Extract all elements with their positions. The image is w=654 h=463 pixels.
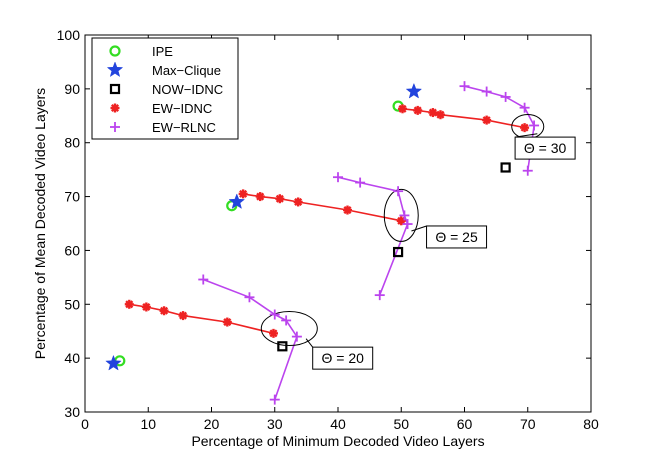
legend-label: EW−RLNC xyxy=(152,120,216,135)
x-tick-label: 80 xyxy=(583,416,599,432)
annotation-connector xyxy=(515,133,538,138)
annotations: Θ = 20 Θ = 25 Θ = 30 xyxy=(260,114,576,370)
ew-idnc-point xyxy=(520,123,530,133)
ew-rlnc-point xyxy=(500,91,511,102)
ew-rlnc-point xyxy=(269,394,280,405)
axis-ticks: 0 10 20 30 40 50 60 70 80 30 40 50 60 70 80 90 100 xyxy=(57,27,599,432)
legend-label: NOW−IDNC xyxy=(152,82,223,97)
ew-rlnc-point xyxy=(374,290,385,301)
now-idnc-point xyxy=(500,162,511,173)
max-clique-point xyxy=(228,193,246,209)
annotation-connector xyxy=(411,225,427,232)
ew-idnc-point xyxy=(238,189,248,199)
y-axis-label: Percentage of Mean Decoded Video Layers xyxy=(32,88,48,359)
ew-idnc-point xyxy=(275,194,285,204)
ew-rlnc-point xyxy=(333,172,343,183)
max-clique-legend-marker xyxy=(106,61,124,78)
ipe-legend-marker xyxy=(109,45,121,57)
max-clique-point xyxy=(105,354,122,371)
ew-rlnc-point xyxy=(459,81,470,92)
ew-idnc-legend-marker xyxy=(110,103,120,113)
ew-rlnc-point xyxy=(244,292,255,303)
ew-idnc-point xyxy=(428,108,438,118)
ew-idnc-point xyxy=(124,299,134,309)
ew-idnc-point xyxy=(222,317,232,327)
y-tick-label: 40 xyxy=(64,350,80,366)
x-axis-label: Percentage of Minimum Decoded Video Laye… xyxy=(191,433,484,449)
y-tick-label: 90 xyxy=(64,81,80,97)
legend-label: Max−Clique xyxy=(152,63,221,78)
ew-idnc-point xyxy=(255,192,265,202)
annotation-label: Θ = 25 xyxy=(435,229,478,245)
ew-idnc-point xyxy=(178,311,188,321)
ew-idnc-point xyxy=(159,306,169,316)
ew-rlnc-point xyxy=(269,309,280,320)
x-tick-label: 40 xyxy=(330,416,346,432)
ew-idnc-point xyxy=(141,302,151,312)
ew-rlnc-point xyxy=(402,219,413,230)
max-clique-point xyxy=(405,82,423,99)
x-tick-label: 70 xyxy=(520,416,536,432)
ew-idnc-point xyxy=(268,328,278,338)
legend-entry: EW−IDNC xyxy=(110,101,212,116)
series-markers xyxy=(105,81,540,405)
ew-idnc-point xyxy=(396,216,406,226)
ew-rlnc-point xyxy=(281,315,292,326)
legend-entry: EW−RLNC xyxy=(110,120,216,135)
ew-idnc-point xyxy=(398,104,408,114)
annotation-connector xyxy=(305,338,314,348)
now-idnc-point xyxy=(392,246,404,258)
ew-rlnc-point xyxy=(355,177,366,188)
y-tick-label: 30 xyxy=(64,404,80,420)
y-tick-label: 100 xyxy=(57,27,81,43)
annotation-box xyxy=(426,225,488,249)
x-tick-label: 10 xyxy=(140,416,156,432)
ew-rlnc-legend-marker xyxy=(110,122,120,132)
legend-label: EW−IDNC xyxy=(152,101,212,116)
legend-entry: Max−Clique xyxy=(106,61,221,78)
annotation-ellipse xyxy=(383,188,419,242)
now-idnc-point xyxy=(277,341,288,352)
ew-idnc-point xyxy=(342,205,352,215)
legend-entry: NOW−IDNC xyxy=(109,82,223,97)
ew-rlnc-point xyxy=(291,331,302,342)
annotation-box xyxy=(514,136,576,160)
ew-rlnc-line xyxy=(203,278,298,400)
x-tick-label: 50 xyxy=(393,416,409,432)
ew-rlnc-point xyxy=(393,186,404,197)
y-tick-label: 80 xyxy=(64,135,80,151)
annotation-label: Θ = 30 xyxy=(524,140,567,156)
annotation-label: Θ = 20 xyxy=(321,350,364,366)
y-tick-label: 60 xyxy=(64,242,80,258)
y-tick-label: 70 xyxy=(64,189,80,205)
legend: IPE Max−Clique NOW−IDNC EW−IDNC EW−RLNC xyxy=(91,37,239,140)
ew-rlnc-point xyxy=(198,274,209,285)
x-tick-label: 20 xyxy=(204,416,220,432)
x-tick-label: 60 xyxy=(457,416,473,432)
ew-idnc-point xyxy=(293,197,303,207)
ew-rlnc-point xyxy=(481,86,492,97)
ew-idnc-point xyxy=(482,115,492,125)
ew-rlnc-point xyxy=(519,102,530,113)
ew-idnc-point xyxy=(435,110,445,120)
legend-entry: IPE xyxy=(109,44,173,59)
x-tick-label: 0 xyxy=(81,416,89,432)
now-idnc-legend-marker xyxy=(109,83,121,95)
annotation-box xyxy=(312,346,374,370)
ew-idnc-point xyxy=(413,105,423,115)
legend-label: IPE xyxy=(152,44,173,59)
ew-rlnc-point xyxy=(522,165,533,176)
y-tick-label: 50 xyxy=(64,296,80,312)
x-tick-label: 30 xyxy=(267,416,283,432)
ew-rlnc-point xyxy=(529,120,540,131)
annotation-ellipse xyxy=(260,311,318,347)
ew-rlnc-point xyxy=(399,210,410,221)
